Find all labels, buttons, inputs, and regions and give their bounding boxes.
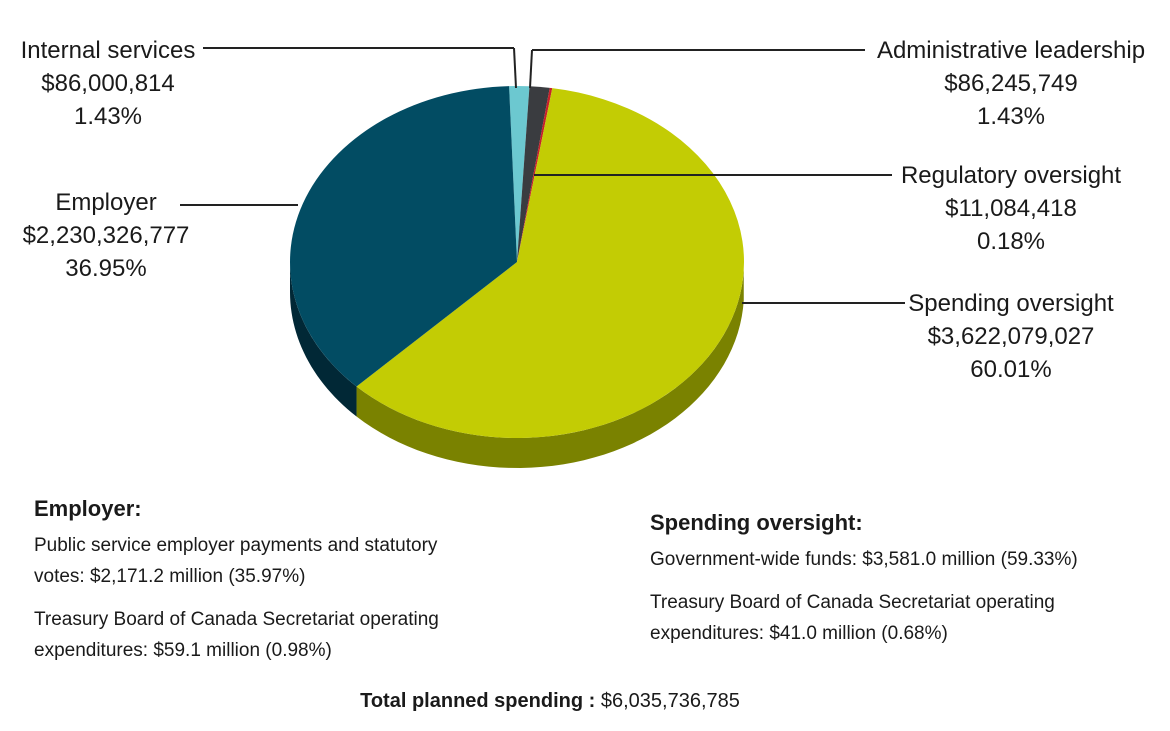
pie-sides — [290, 262, 744, 468]
label-internal-services-amount: $86,000,814 — [41, 70, 174, 97]
label-internal-services-percent: 1.43% — [74, 103, 142, 130]
total-planned-spending: Total planned spending : $6,035,736,785 — [0, 690, 1100, 713]
label-internal-services-name: Internal services — [21, 37, 196, 64]
label-regulatory-oversight-name: Regulatory oversight — [901, 162, 1121, 189]
label-spending-oversight-amount: $3,622,079,027 — [928, 323, 1095, 350]
employer-note-line-1: Public service employer payments and sta… — [34, 535, 438, 587]
label-spending-oversight-name: Spending oversight — [908, 290, 1114, 317]
pie-slice-employer — [290, 86, 517, 387]
leader-administrative-leadership-drop — [529, 49, 533, 89]
total-label: Total planned spending : — [360, 690, 596, 712]
leader-lines — [180, 47, 905, 304]
label-employer-name: Employer — [55, 189, 156, 216]
employer-note-line-2: Treasury Board of Canada Secretariat ope… — [34, 609, 439, 661]
spending-oversight-note: Spending oversight: Government-wide fund… — [650, 510, 1090, 661]
employer-note: Employer: Public service employer paymen… — [34, 496, 454, 678]
pie-slice-administrative-leadership — [517, 86, 550, 263]
label-administrative-leadership-percent: 1.43% — [977, 103, 1045, 130]
label-administrative-leadership-name: Administrative leadership — [877, 37, 1145, 64]
label-spending-oversight-percent: 60.01% — [970, 356, 1051, 383]
label-employer-amount: $2,230,326,777 — [23, 222, 190, 249]
label-employer-percent: 36.95% — [65, 255, 146, 282]
leader-internal-services-drop — [513, 47, 517, 89]
pie-side-employer — [290, 262, 357, 417]
pie-side-spending-oversight — [356, 270, 744, 468]
total-value: $6,035,736,785 — [600, 690, 740, 712]
employer-note-heading: Employer: — [34, 496, 142, 521]
pie-tops — [290, 86, 745, 439]
label-administrative-leadership-amount: $86,245,749 — [944, 70, 1077, 97]
pie-slice-internal-services — [509, 86, 530, 262]
spending-oversight-note-line-2: Treasury Board of Canada Secretariat ope… — [650, 592, 1055, 644]
spending-oversight-note-line-1: Government-wide funds: $3,581.0 million … — [650, 549, 1078, 570]
spending-oversight-note-heading: Spending oversight: — [650, 510, 863, 535]
label-regulatory-oversight-percent: 0.18% — [977, 228, 1045, 255]
label-regulatory-oversight-amount: $11,084,418 — [945, 195, 1077, 222]
slice-labels: Internal services $86,000,814 1.43% Admi… — [21, 37, 1145, 383]
